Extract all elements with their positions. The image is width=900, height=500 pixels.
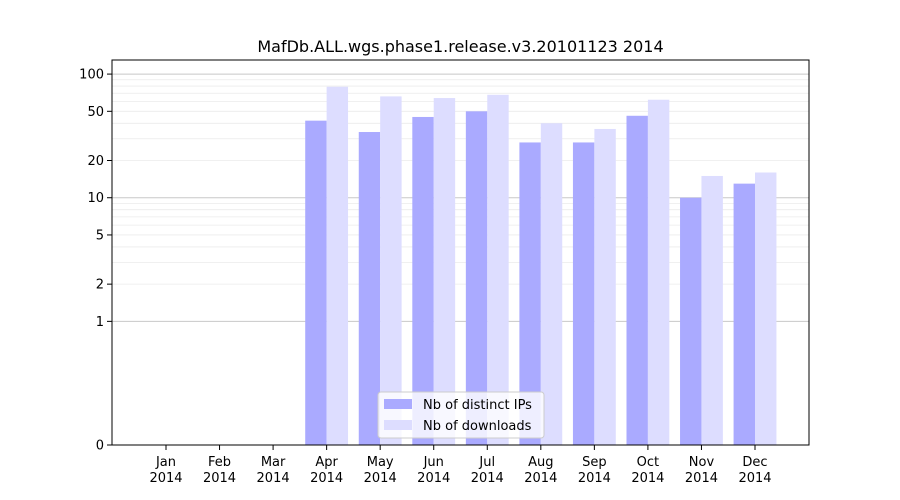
bar-distinct-ips: [305, 120, 327, 446]
bar-distinct-ips: [680, 197, 702, 445]
x-tick-label-month: Aug: [528, 455, 553, 470]
x-tick-label-year: 2014: [578, 471, 611, 486]
x-tick-label-month: Nov: [689, 455, 715, 470]
bar-downloads: [755, 172, 777, 446]
x-tick-label-month: Apr: [315, 455, 338, 470]
bar-downloads: [326, 86, 349, 446]
y-tick-label: 2: [96, 278, 104, 293]
x-axis: Jan2014Feb2014Mar2014Apr2014May2014Jun20…: [149, 445, 772, 486]
x-tick-label-year: 2014: [364, 471, 397, 486]
bar-downloads: [594, 128, 616, 445]
x-tick-label-year: 2014: [524, 471, 557, 486]
legend-swatch-ips: [384, 399, 412, 409]
bar-downloads: [540, 123, 563, 445]
bar-downloads: [380, 96, 402, 445]
bar-downloads: [701, 175, 723, 445]
y-tick-label: 100: [79, 68, 104, 83]
legend-label-downloads: Nb of downloads: [423, 419, 532, 434]
y-tick-label: 0: [96, 439, 104, 454]
x-tick-label-month: Feb: [208, 455, 231, 470]
x-tick-label-month: Jul: [478, 455, 495, 470]
y-tick-label: 20: [87, 154, 104, 169]
x-tick-label-year: 2014: [257, 471, 290, 486]
legend-label-ips: Nb of distinct IPs: [423, 398, 532, 413]
grid-lines: [112, 73, 809, 322]
y-tick-label: 10: [87, 191, 104, 206]
x-tick-label-year: 2014: [685, 471, 718, 486]
x-tick-label-month: Mar: [261, 455, 286, 470]
chart-title: MafDb.ALL.wgs.phase1.release.v3.20101123…: [257, 37, 663, 56]
x-tick-label-year: 2014: [471, 471, 504, 486]
bar-downloads: [647, 99, 670, 445]
x-tick-label-month: Jan: [155, 455, 176, 470]
bar-distinct-ips: [465, 111, 488, 445]
bar-distinct-ips: [412, 116, 434, 445]
bar-distinct-ips: [358, 132, 381, 446]
y-tick-label: 50: [87, 105, 104, 120]
y-tick-label: 5: [96, 228, 104, 243]
legend-swatch-downloads: [384, 420, 412, 430]
plot-frame: [111, 59, 810, 446]
y-axis: 0 1 2 5 10 20 50 100: [79, 68, 112, 454]
bar-downloads: [433, 98, 456, 445]
bar-downloads: [487, 94, 509, 445]
x-tick-label-year: 2014: [310, 471, 343, 486]
x-tick-label-year: 2014: [417, 471, 450, 486]
x-tick-label-month: Jun: [423, 455, 444, 470]
legend-box: [377, 391, 545, 439]
x-tick-label-month: Dec: [742, 455, 767, 470]
bars: [305, 86, 777, 446]
legend: Nb of distinct IPs Nb of downloads: [377, 391, 545, 439]
x-tick-label-month: Oct: [637, 455, 659, 470]
x-tick-label-month: May: [367, 455, 394, 470]
bar-distinct-ips: [626, 115, 648, 446]
bar-distinct-ips: [733, 183, 755, 445]
x-tick-label-year: 2014: [149, 471, 182, 486]
x-tick-label-year: 2014: [203, 471, 236, 486]
bar-distinct-ips: [572, 142, 595, 445]
x-tick-label-month: Sep: [582, 455, 607, 470]
y-tick-label: 1: [96, 315, 104, 330]
bar-distinct-ips: [519, 142, 541, 445]
x-tick-label-year: 2014: [631, 471, 664, 486]
x-tick-label-year: 2014: [738, 471, 771, 486]
